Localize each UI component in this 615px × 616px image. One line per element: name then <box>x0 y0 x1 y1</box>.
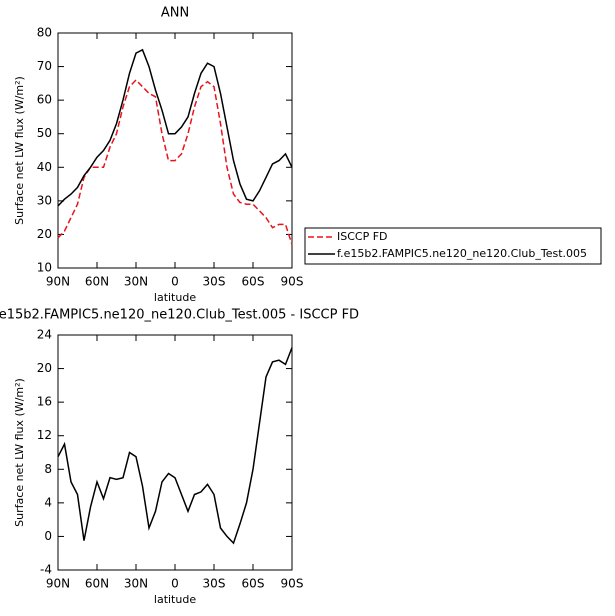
legend-label: ISCCP FD <box>337 230 388 243</box>
y-tick-label: 24 <box>37 328 52 342</box>
y-axis-label: Surface net LW flux (W/m²) <box>13 378 26 527</box>
x-tick-label: 60S <box>242 275 265 289</box>
data-line <box>57 48 293 207</box>
x-tick-label: 90N <box>46 577 70 591</box>
x-axis-label: latitude <box>154 291 196 304</box>
x-tick-label: 30N <box>124 577 148 591</box>
x-axis-label: latitude <box>154 593 196 606</box>
legend-label: f.e15b2.FAMPIC5.ne120_ne120.Club_Test.00… <box>337 247 587 260</box>
y-axis-label: Surface net LW flux (W/m²) <box>13 76 26 225</box>
x-tick-label: 60N <box>85 275 109 289</box>
y-tick-label: 30 <box>37 193 52 207</box>
x-tick-label: 0 <box>171 577 179 591</box>
x-tick-label: 90N <box>46 275 70 289</box>
x-tick-label: 30N <box>124 275 148 289</box>
x-tick-label: 30S <box>203 275 226 289</box>
data-line <box>57 347 293 545</box>
x-tick-label: 30S <box>203 577 226 591</box>
y-tick-label: 4 <box>44 495 52 509</box>
y-tick-label: 20 <box>37 361 52 375</box>
x-tick-label: 90S <box>281 577 304 591</box>
y-tick-label: 40 <box>37 160 52 174</box>
plot-frame <box>57 32 293 269</box>
x-tick-label: 0 <box>171 275 179 289</box>
y-tick-label: -4 <box>40 563 52 577</box>
y-tick-label: 50 <box>37 126 52 140</box>
y-tick-label: 20 <box>37 227 52 241</box>
x-tick-label: 90S <box>281 275 304 289</box>
y-tick-label: 16 <box>37 395 52 409</box>
y-tick-label: 12 <box>37 428 52 442</box>
y-tick-label: 10 <box>37 261 52 275</box>
y-tick-label: 8 <box>44 462 52 476</box>
plot-frame <box>57 334 293 571</box>
x-tick-label: 60S <box>242 577 265 591</box>
y-tick-label: 80 <box>37 26 52 40</box>
y-tick-label: 60 <box>37 93 52 107</box>
chart-title: f.e15b2.FAMPIC5.ne120_ne120.Club_Test.00… <box>0 308 359 323</box>
legend-box <box>304 227 602 265</box>
chart-title: ANN <box>161 6 189 21</box>
x-tick-label: 60N <box>85 577 109 591</box>
data-line <box>57 78 293 245</box>
y-tick-label: 70 <box>37 59 52 73</box>
y-tick-label: 0 <box>44 529 52 543</box>
